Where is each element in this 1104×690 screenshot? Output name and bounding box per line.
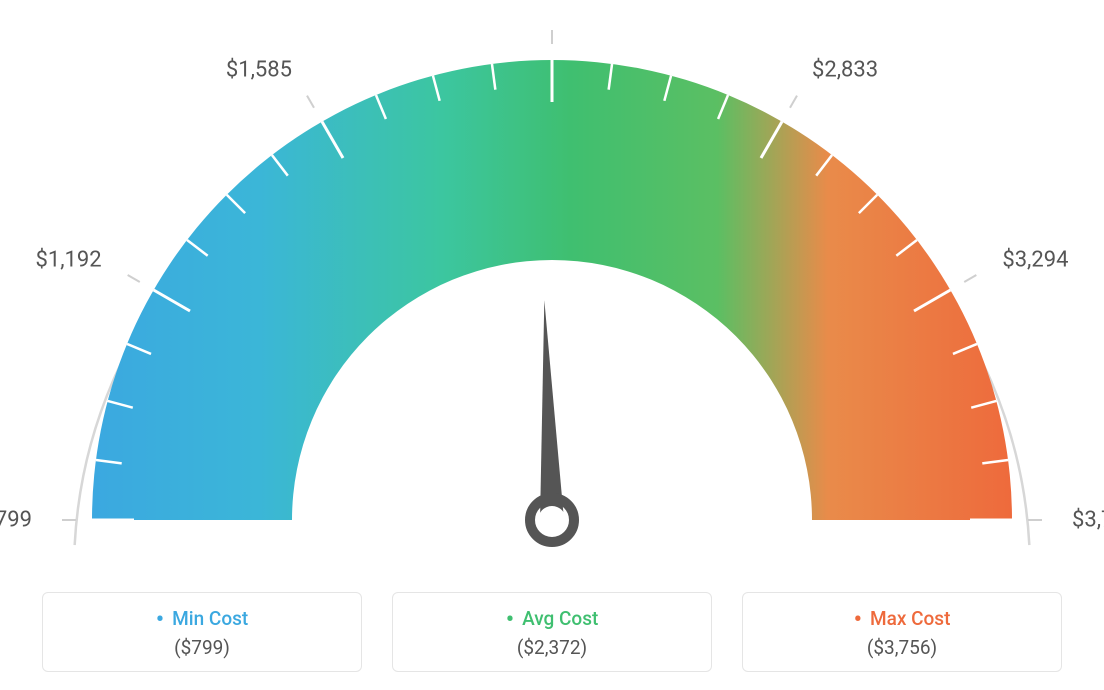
gauge-chart bbox=[52, 30, 1052, 570]
gauge-tick-label: $799 bbox=[0, 508, 32, 533]
gauge-tick-label: $1,192 bbox=[36, 248, 102, 273]
legend-value-max: ($3,756) bbox=[743, 636, 1061, 659]
gauge-tick-label: $2,833 bbox=[812, 57, 878, 82]
gauge-tick-label: $1,585 bbox=[226, 57, 292, 82]
legend-title-avg: Avg Cost bbox=[393, 607, 711, 630]
legend-card-max: Max Cost ($3,756) bbox=[742, 592, 1062, 672]
gauge-tick-label: $3,756 bbox=[1072, 508, 1104, 533]
legend-card-avg: Avg Cost ($2,372) bbox=[392, 592, 712, 672]
legend-value-avg: ($2,372) bbox=[393, 636, 711, 659]
legend-row: Min Cost ($799) Avg Cost ($2,372) Max Co… bbox=[0, 592, 1104, 672]
legend-value-min: ($799) bbox=[43, 636, 361, 659]
legend-title-min: Min Cost bbox=[43, 607, 361, 630]
gauge-tick-label: $3,294 bbox=[1002, 248, 1068, 273]
legend-card-min: Min Cost ($799) bbox=[42, 592, 362, 672]
gauge-container: $799$1,192$1,585$2,372$2,833$3,294$3,756 bbox=[0, 0, 1104, 560]
legend-title-max: Max Cost bbox=[743, 607, 1061, 630]
